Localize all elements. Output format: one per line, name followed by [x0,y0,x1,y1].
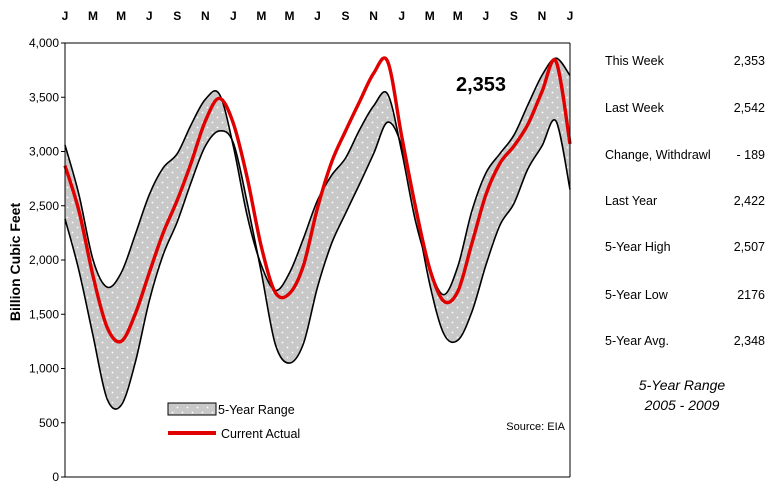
x-tick-label: J [146,9,153,23]
label-layer: 05001,0001,5002,0002,5003,0003,5004,000J… [29,9,573,481]
x-tick-label: J [398,9,405,23]
x-tick-label: M [284,9,294,23]
x-tick-label: N [369,9,378,23]
range-band-fill [65,58,570,410]
y-tick-label: 2,000 [29,253,59,267]
stat-label: Change, Withdrawl [605,148,711,162]
legend-label-actual: Current Actual [221,427,300,441]
band-layer [64,57,571,410]
y-axis-title: Billion Cubic Feet [7,203,23,322]
x-tick-label: S [342,9,350,23]
x-tick-label: N [201,9,210,23]
x-tick-label: M [256,9,266,23]
x-tick-label: M [88,9,98,23]
stat-label: Last Week [605,101,664,115]
storage-chart: 05001,0001,5002,0002,5003,0003,5004,000J… [7,9,573,481]
x-tick-label: M [116,9,126,23]
stat-value: 2,507 [733,240,765,254]
x-tick-label: S [173,9,181,23]
range-note-years: 2005 - 2009 [644,397,720,413]
stat-row-this-week: This Week 2,353 [605,54,765,72]
stat-value: 2,542 [733,101,765,115]
stat-label: Last Year [605,194,658,208]
range-upper-line [64,57,571,296]
legend-label-range: 5-Year Range [218,403,295,417]
x-tick-label: N [538,9,547,23]
axis-layer [61,42,571,478]
y-tick-label: 4,000 [29,36,59,50]
x-tick-label: M [453,9,463,23]
range-note-title: 5-Year Range [638,377,726,393]
line-layer [63,56,572,344]
y-tick-label: 3,500 [29,90,59,104]
x-tick-label: J [230,9,237,23]
range-note: 5-Year Range 2005 - 2009 [596,375,768,415]
x-tick-label: S [510,9,518,23]
stat-row-last-week: Last Week 2,542 [605,101,765,119]
y-tick-label: 2,500 [29,199,59,213]
source-label: Source: EIA [506,421,565,433]
stat-row-5yr-avg: 5-Year Avg. 2,348 [605,334,765,352]
current-actual-line [63,56,572,344]
stat-value: 2,348 [733,334,765,348]
stat-label: 5-Year Low [605,288,668,302]
stat-value: 2176 [737,288,765,302]
stat-label: 5-Year High [605,240,671,254]
legend-swatch-range [167,402,217,416]
legend: 5-Year Range Current Actual [167,402,300,441]
range-lower-line [64,118,571,410]
y-tick-label: 0 [52,470,59,481]
stat-value: 2,353 [733,54,765,68]
y-tick-label: 3,000 [29,145,59,159]
stat-label: 5-Year Avg. [605,334,669,348]
x-tick-label: J [482,9,489,23]
stat-row-5yr-low: 5-Year Low 2176 [605,288,765,306]
y-tick-label: 1,000 [29,362,59,376]
current-value-annotation: 2,353 [456,74,506,96]
y-tick-label: 1,500 [29,307,59,321]
y-tick-label: 500 [39,416,59,430]
stat-row-change: Change, Withdrawl - 189 [605,148,765,166]
stat-value: - 189 [736,148,766,162]
x-tick-label: J [62,9,69,23]
stat-row-5yr-high: 5-Year High 2,507 [605,240,765,258]
stat-label: This Week [605,54,664,68]
x-tick-label: J [567,9,574,23]
x-tick-label: M [425,9,435,23]
stat-row-last-year: Last Year 2,422 [605,194,765,212]
x-tick-label: J [314,9,321,23]
stat-value: 2,422 [733,194,765,208]
